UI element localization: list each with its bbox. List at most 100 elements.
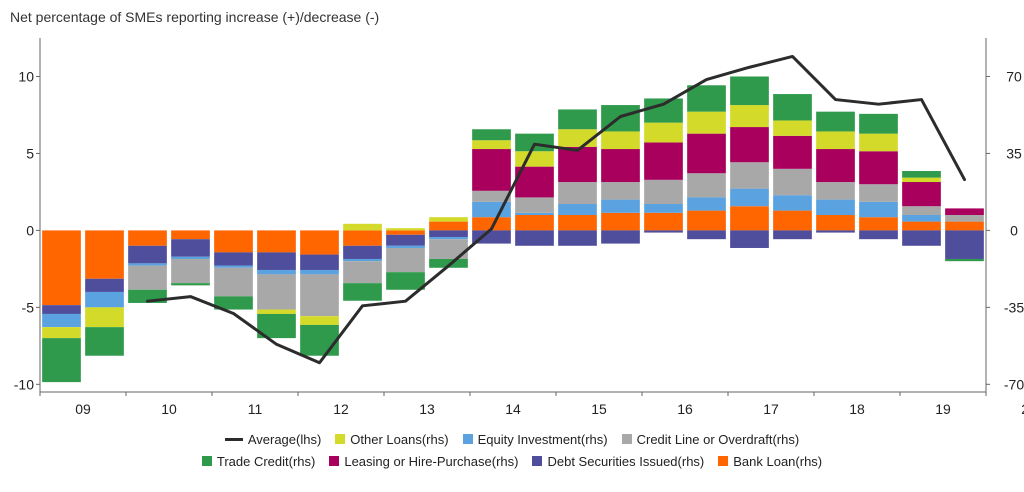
bar-segment	[687, 111, 726, 134]
legend-row-1: Average(lhs) Other Loans(rhs) Equity Inves…	[0, 428, 1024, 450]
bar-segment	[42, 338, 81, 383]
bar-segment	[472, 190, 511, 202]
bar-segment	[85, 307, 124, 328]
y-left-tick-label: 10	[18, 68, 34, 84]
bar-segment	[257, 252, 296, 270]
legend-item: Credit Line or Overdraft(rhs)	[621, 431, 800, 447]
bar-segment	[558, 204, 597, 215]
y-left-tick-label: 5	[26, 145, 34, 161]
bar-segment	[343, 245, 382, 259]
legend-swatch	[718, 456, 729, 466]
bar-segment	[558, 109, 597, 130]
bar-segment	[214, 265, 253, 268]
legend-swatch	[335, 434, 346, 444]
legend-label: Credit Line or Overdraft(rhs)	[636, 431, 800, 447]
bar-segment	[472, 201, 511, 218]
bar-segment	[859, 113, 898, 134]
bar-segment	[902, 215, 941, 222]
bar-segment	[601, 230, 640, 244]
bar-segment	[128, 263, 167, 266]
bar-segment	[687, 173, 726, 198]
bar-segment	[730, 230, 769, 248]
bar-segment	[214, 230, 253, 253]
bar-segment	[42, 313, 81, 328]
bar-segment	[945, 208, 984, 215]
bar-segment	[601, 131, 640, 150]
bar-segment	[214, 296, 253, 310]
legend-label: Equity Investment(rhs)	[477, 431, 608, 447]
bar-segment	[386, 272, 425, 290]
bar-segment	[644, 98, 683, 123]
bar-segment	[859, 184, 898, 202]
bar-segment	[859, 133, 898, 152]
legend-swatch	[201, 456, 212, 466]
bar-segment	[773, 210, 812, 231]
bar-segment	[472, 149, 511, 191]
bar-segment	[343, 230, 382, 246]
bar-segment	[171, 256, 210, 259]
chart-title: Net percentage of SMEs reporting increas…	[10, 9, 380, 25]
x-tick-label: 20	[1021, 401, 1024, 417]
legend-row-2: Trade Credit(rhs) Leasing or Hire-Purchas…	[0, 450, 1024, 472]
x-tick-label: 11	[248, 401, 263, 417]
x-tick-label: 17	[763, 401, 779, 417]
bar-segment	[257, 269, 296, 275]
average-line	[146, 54, 966, 365]
y-right-tick-label: -70	[1004, 376, 1024, 392]
bar-segment	[386, 228, 425, 231]
bar-segment	[687, 230, 726, 240]
bar-segment	[558, 182, 597, 205]
bar-segment	[300, 324, 339, 356]
bar-segment	[300, 230, 339, 255]
legend-label: Average(lhs)	[247, 431, 322, 447]
bar-segment	[300, 274, 339, 317]
bar-segment	[601, 149, 640, 183]
bar-segment	[386, 245, 425, 248]
legend-swatch	[224, 437, 243, 441]
bar-segment	[558, 215, 597, 231]
legend-label: Bank Loan(rhs)	[733, 453, 823, 469]
bar-segment	[300, 269, 339, 275]
bar-segment	[515, 197, 554, 213]
bar-segment	[816, 149, 855, 183]
bar-segment	[85, 278, 124, 292]
y-left-tick-label: 0	[26, 222, 34, 238]
bar-segment	[644, 212, 683, 231]
legend-swatch	[621, 434, 632, 444]
y-right-tick-label: -35	[1004, 299, 1024, 315]
bar-segment	[515, 230, 554, 246]
bar-segment	[429, 217, 468, 222]
bar-segment	[601, 182, 640, 200]
bar-segment	[343, 261, 382, 284]
x-tick-label: 14	[505, 401, 521, 417]
legend-swatch	[329, 456, 340, 466]
bar-segment	[472, 230, 511, 244]
bar-segment	[429, 230, 468, 237]
legend-label: Other Loans(rhs)	[350, 431, 449, 447]
bar-segment	[859, 230, 898, 240]
bar-segment	[902, 171, 941, 178]
bar-segment	[773, 94, 812, 121]
chart-plot: 10 5 0 -5 -10 70 35 0 -35 -70 09 10 11 12 13 14 15 16 17 18…	[14, 38, 1024, 417]
bar-segment	[859, 201, 898, 218]
x-tick-label: 18	[849, 401, 865, 417]
bar-segment	[730, 188, 769, 207]
bar-segment	[42, 305, 81, 314]
legend-item: Debt Securities Issued(rhs)	[532, 454, 704, 469]
x-tick-label: 15	[591, 401, 607, 417]
legend-swatch	[532, 456, 543, 466]
bar-segment	[85, 327, 124, 356]
bar-segment	[730, 162, 769, 189]
bar-segment	[300, 254, 339, 270]
bar-segment	[85, 291, 124, 308]
legend-label: Trade Credit(rhs)	[216, 453, 316, 469]
legend: Average(lhs) Other Loans(rhs) Equity Inves…	[0, 428, 1024, 472]
bar-segment	[472, 129, 511, 141]
bar-segment	[859, 151, 898, 185]
bar-segment	[386, 234, 425, 246]
x-tick-label: 16	[677, 401, 693, 417]
bar-segment	[945, 230, 984, 259]
bar-segment	[687, 197, 726, 211]
bar-segment	[214, 267, 253, 297]
bar-segment	[128, 230, 167, 246]
